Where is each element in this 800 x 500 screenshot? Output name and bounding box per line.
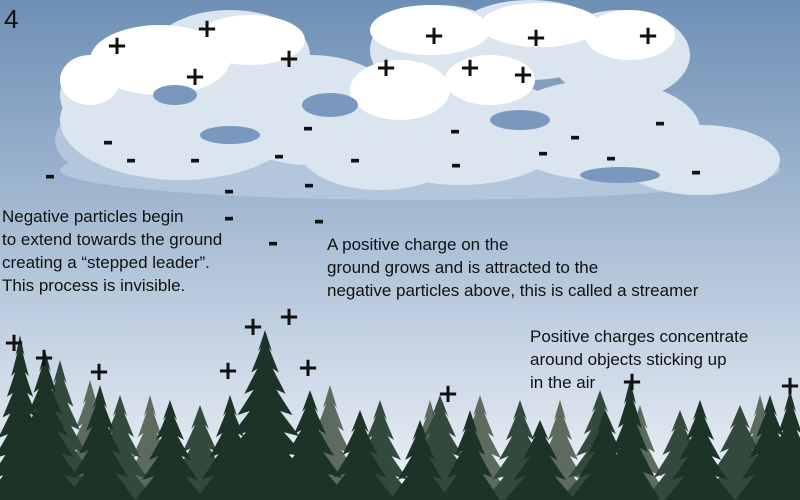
negative-charge-marker: - bbox=[350, 145, 361, 175]
tree bbox=[270, 390, 350, 500]
negative-charge-marker: - bbox=[45, 161, 56, 191]
caption-line: Positive charges concentrate bbox=[530, 327, 749, 346]
negative-charge-marker: - bbox=[103, 127, 114, 157]
positive-charge-marker: + bbox=[88, 357, 110, 387]
negative-charge-marker: - bbox=[451, 150, 462, 180]
negative-charge-marker: - bbox=[691, 157, 702, 187]
positive-charge-marker: + bbox=[779, 371, 800, 401]
positive-charge-marker: + bbox=[423, 21, 445, 51]
negative-charge-marker: - bbox=[606, 143, 617, 173]
streamer-caption: A positive charge on the ground grows an… bbox=[327, 233, 698, 302]
positive-charge-marker: + bbox=[3, 328, 25, 358]
positive-charge-marker: + bbox=[297, 353, 319, 383]
storm-cloud bbox=[55, 0, 780, 200]
caption-line: creating a “stepped leader”. bbox=[2, 253, 210, 272]
negative-charge-marker: - bbox=[570, 122, 581, 152]
caption-line: Negative particles begin bbox=[2, 207, 184, 226]
caption-line: to extend towards the ground bbox=[2, 230, 223, 249]
positive-charge-marker: + bbox=[217, 356, 239, 386]
stepped-leader-caption: Negative particles begin to extend towar… bbox=[2, 205, 222, 297]
negative-charge-marker: - bbox=[224, 203, 235, 233]
tree bbox=[325, 410, 395, 500]
caption-line: negative particles above, this is called… bbox=[327, 281, 699, 300]
negative-charge-marker: - bbox=[190, 145, 201, 175]
tree bbox=[195, 395, 265, 500]
tree bbox=[665, 400, 735, 500]
tree-line bbox=[0, 330, 800, 500]
caption-line: around objects sticking up bbox=[530, 350, 727, 369]
tree bbox=[135, 400, 205, 500]
tree bbox=[440, 410, 500, 500]
positive-charge-marker: + bbox=[437, 379, 459, 409]
positive-charge-marker: + bbox=[375, 53, 397, 83]
positive-charge-marker: + bbox=[512, 60, 534, 90]
positive-charge-marker: + bbox=[33, 343, 55, 373]
positive-charge-marker: + bbox=[106, 31, 128, 61]
caption-line: This process is invisible. bbox=[2, 276, 186, 295]
negative-charge-marker: - bbox=[314, 206, 325, 236]
positive-charge-marker: + bbox=[278, 302, 300, 332]
charge-markers: +++++ + ++ + ++ + + ++ +++ + +-- ------- ------ -- -- bbox=[3, 14, 800, 409]
tree bbox=[390, 420, 450, 500]
tree bbox=[165, 405, 235, 500]
tree bbox=[210, 330, 320, 500]
negative-charge-marker: - bbox=[224, 176, 235, 206]
tree bbox=[505, 420, 575, 500]
step-number: 4 bbox=[4, 4, 19, 34]
positive-charge-marker: + bbox=[242, 312, 264, 342]
negative-charge-marker: - bbox=[538, 138, 549, 168]
negative-charge-marker: - bbox=[303, 113, 314, 143]
positive-charge-marker: + bbox=[184, 62, 206, 92]
tree bbox=[760, 390, 800, 500]
tree bbox=[65, 385, 135, 500]
caption-line: ground grows and is attracted to the bbox=[327, 258, 599, 277]
negative-charge-marker: - bbox=[268, 228, 279, 258]
negative-charge-marker: - bbox=[274, 141, 285, 171]
tree bbox=[0, 335, 55, 500]
positive-charge-marker: + bbox=[278, 44, 300, 74]
positive-charge-marker: + bbox=[525, 23, 547, 53]
negative-charge-marker: - bbox=[450, 116, 461, 146]
negative-charge-marker: - bbox=[126, 145, 137, 175]
negative-charge-marker: - bbox=[655, 108, 666, 138]
positive-charge-marker: + bbox=[637, 21, 659, 51]
tree bbox=[600, 380, 660, 500]
tree bbox=[700, 405, 780, 500]
tall-objects-caption: Positive charges concentrate around obje… bbox=[530, 325, 748, 394]
positive-charge-marker: + bbox=[459, 53, 481, 83]
negative-charge-marker: - bbox=[304, 170, 315, 200]
caption-line: in the air bbox=[530, 373, 596, 392]
caption-line: A positive charge on the bbox=[327, 235, 509, 254]
positive-charge-marker: + bbox=[621, 367, 643, 397]
tree bbox=[5, 350, 85, 500]
positive-charge-marker: + bbox=[196, 14, 218, 44]
